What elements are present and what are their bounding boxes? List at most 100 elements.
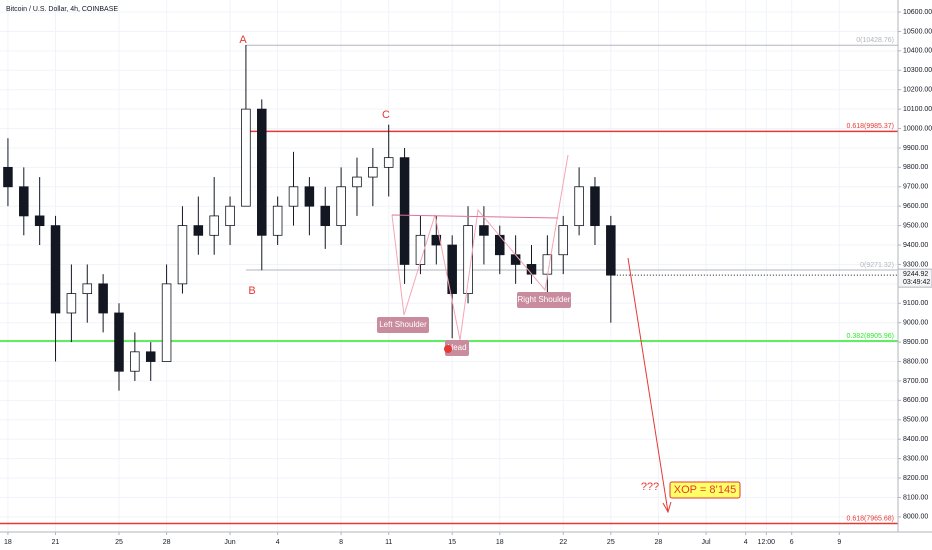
annotations: A B C Left Shoulder Head Right Shoulder??? XOP…: [239, 34, 741, 499]
x-tick-label: 21: [52, 539, 60, 546]
last-price-box: [897, 268, 932, 288]
x-tick-label: 25: [607, 539, 615, 546]
x-tick-label: Jun: [224, 539, 235, 546]
annotation: ???: [641, 481, 659, 493]
candle-body: [272, 205, 283, 236]
x-tick-label: 9: [837, 539, 841, 546]
y-tick-label: 10300.00: [903, 67, 932, 74]
candle-body: [34, 215, 45, 227]
candle-body: [82, 283, 93, 294]
arrow-head: [662, 501, 672, 514]
candle-body: [383, 157, 394, 168]
y-tick-label: 9700.00: [903, 184, 928, 191]
candles: [3, 45, 616, 391]
y-tick-label: 8400.00: [903, 436, 928, 443]
y-tick-label: 9100.00: [903, 300, 928, 307]
annotation: B: [248, 285, 255, 297]
annotation: XOP = 8’145: [674, 484, 736, 496]
candle-body: [304, 186, 315, 207]
y-tick-label: 8000.00: [903, 514, 928, 521]
candle-body: [399, 157, 410, 265]
head-marker: [444, 345, 452, 353]
candle-body: [145, 351, 156, 362]
x-tick-label: Jul: [702, 539, 711, 546]
candle-body: [368, 166, 378, 178]
fib-level-label: 0.618(7965.68): [847, 515, 894, 522]
annotation: Right Shoulder: [518, 295, 571, 304]
y-tick-label: 8700.00: [903, 378, 928, 385]
x-tick-label: 6: [790, 539, 794, 546]
annotation-box: [669, 481, 741, 499]
candle-body: [320, 205, 331, 227]
y-tick-label: 10100.00: [903, 106, 932, 113]
candle-body: [3, 166, 13, 188]
candle-body: [66, 293, 77, 314]
x-tick-label: 4: [276, 539, 280, 546]
candle-body: [50, 225, 61, 314]
fib-level-label: 0.618(9985.37): [847, 123, 894, 130]
candle-body: [19, 186, 29, 217]
candle-body: [98, 283, 108, 314]
candle-body: [510, 254, 521, 265]
y-tick-label: 8500.00: [903, 417, 928, 424]
candle-body: [447, 244, 457, 294]
candle-body: [495, 234, 505, 256]
x-tick-label: 28: [655, 539, 663, 546]
annotation: Head: [447, 343, 466, 352]
candle-body: [558, 225, 568, 256]
x-tick-label: 18: [496, 539, 504, 546]
candle-body: [177, 225, 188, 285]
y-tick-label: 9000.00: [903, 320, 928, 327]
candle-body: [415, 234, 426, 265]
last-price-label: 9244.92: [903, 271, 928, 278]
annotation: C: [382, 109, 390, 121]
annotation: Left Shoulder: [379, 320, 427, 329]
candle-body: [463, 225, 473, 294]
y-tick-label: 10600.00: [903, 9, 932, 16]
y-tick-label: 10400.00: [903, 48, 932, 55]
candle-body: [590, 186, 600, 227]
annotation-box: [377, 317, 429, 333]
candle-body: [193, 225, 204, 236]
x-tick-label: 8: [339, 539, 343, 546]
y-tick-label: 8100.00: [903, 494, 928, 501]
x-tick-label: 18: [4, 539, 12, 546]
axis-labels: 8000.00 8100.00 8200.00 8300.00 8400.00 8500.…: [4, 9, 932, 546]
neckline: [391, 214, 559, 219]
candle-body: [130, 351, 140, 372]
fib-level-label: 0.382(8905.96): [847, 333, 894, 340]
y-tick-label: 9300.00: [903, 261, 928, 268]
y-tick-label: 9500.00: [903, 222, 928, 229]
y-tick-label: 8600.00: [903, 397, 928, 404]
y-tick-label: 8800.00: [903, 358, 928, 365]
candle-body: [431, 234, 442, 246]
candle-body: [161, 283, 172, 362]
candle-body: [526, 264, 537, 275]
x-tick-label: 12:00: [758, 539, 776, 546]
candle-body: [257, 108, 267, 236]
x-tick-label: 4: [744, 539, 748, 546]
y-tick-label: 9800.00: [903, 164, 928, 171]
y-tick-label: 10200.00: [903, 87, 932, 94]
fib-level-label: 0(10428.76): [856, 37, 894, 44]
annotation-box: [445, 340, 469, 356]
candle-body: [241, 108, 251, 207]
candle-body: [606, 225, 616, 276]
x-tick-label: 11: [385, 539, 392, 546]
annotation: A: [239, 34, 247, 46]
y-tick-label: 8200.00: [903, 475, 928, 482]
candle-body: [479, 225, 489, 236]
candle-body: [209, 215, 219, 236]
y-tick-label: 9600.00: [903, 203, 928, 210]
x-tick-label: 28: [163, 539, 171, 546]
x-tick-label: 15: [448, 539, 456, 546]
annotation-box: [517, 292, 571, 308]
candle-body: [574, 186, 584, 227]
y-tick-label: 10500.00: [903, 28, 932, 35]
candle-body: [336, 186, 346, 227]
candle-body: [114, 312, 124, 372]
y-tick-label: 9400.00: [903, 242, 928, 249]
y-tick-label: 9900.00: [903, 145, 928, 152]
fib-level-label: 0(9271.32): [860, 262, 894, 269]
